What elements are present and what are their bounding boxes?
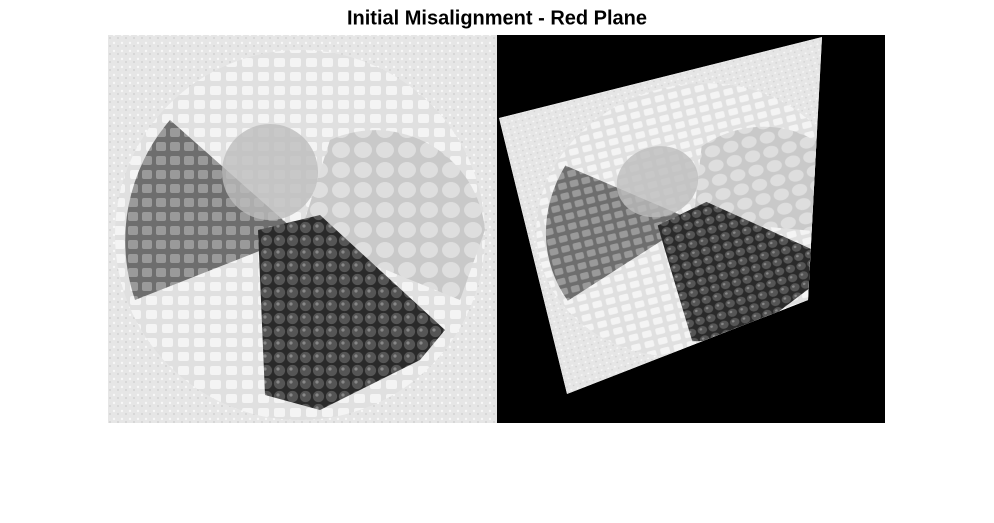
figure-title: Initial Misalignment - Red Plane — [347, 7, 647, 29]
distorted-image — [497, 35, 885, 423]
original-image — [108, 35, 497, 423]
